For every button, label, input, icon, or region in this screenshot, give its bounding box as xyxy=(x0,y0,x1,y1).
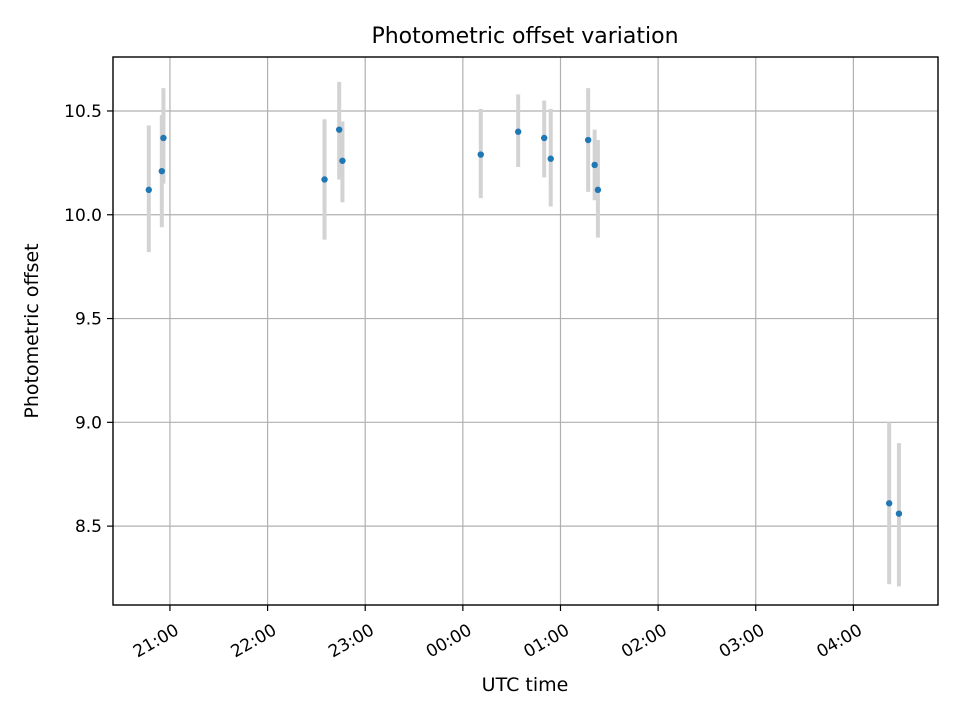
chart-title: Photometric offset variation xyxy=(371,24,678,49)
error-bars xyxy=(146,81,901,587)
data-point xyxy=(584,136,592,144)
y-tick-label: 10.0 xyxy=(64,206,102,226)
data-point xyxy=(895,510,903,517)
y-tick-label: 10.5 xyxy=(64,102,102,122)
data-point xyxy=(541,134,548,142)
x-tick-label: 03:00 xyxy=(716,620,768,662)
x-tick-label: 02:00 xyxy=(618,620,670,662)
x-tick-label: 23:00 xyxy=(325,620,377,662)
x-tick-label: 00:00 xyxy=(423,620,475,662)
data-point xyxy=(339,157,346,164)
data-point xyxy=(145,186,152,194)
grid-lines xyxy=(113,57,938,605)
x-tick-label: 22:00 xyxy=(228,620,280,662)
data-point xyxy=(160,134,167,142)
y-tick-label: 9.0 xyxy=(75,413,102,433)
x-axis-label: UTC time xyxy=(482,674,569,696)
data-point xyxy=(594,186,602,194)
y-axis-label: Photometric offset xyxy=(21,243,43,418)
x-tick-label: 21:00 xyxy=(130,620,182,662)
data-point xyxy=(477,151,484,158)
data-point xyxy=(885,500,893,507)
data-points xyxy=(145,126,903,517)
data-point xyxy=(321,176,328,183)
x-tick-label: 01:00 xyxy=(521,620,573,662)
data-point xyxy=(547,155,554,162)
data-point xyxy=(158,167,166,175)
y-axis-ticks: 8.5 9.0 9.5 10.0 10.5 xyxy=(64,102,113,537)
y-tick-label: 9.5 xyxy=(75,310,102,330)
x-axis-ticks: 21:00 22:00 23:00 00:00 01:00 02:00 03:00 04:00 xyxy=(130,605,866,662)
y-tick-label: 8.5 xyxy=(75,517,102,537)
plot-frame xyxy=(112,56,939,606)
data-point xyxy=(591,161,598,169)
x-tick-label: 04:00 xyxy=(813,620,865,662)
data-point xyxy=(514,128,522,135)
data-point xyxy=(335,126,343,133)
